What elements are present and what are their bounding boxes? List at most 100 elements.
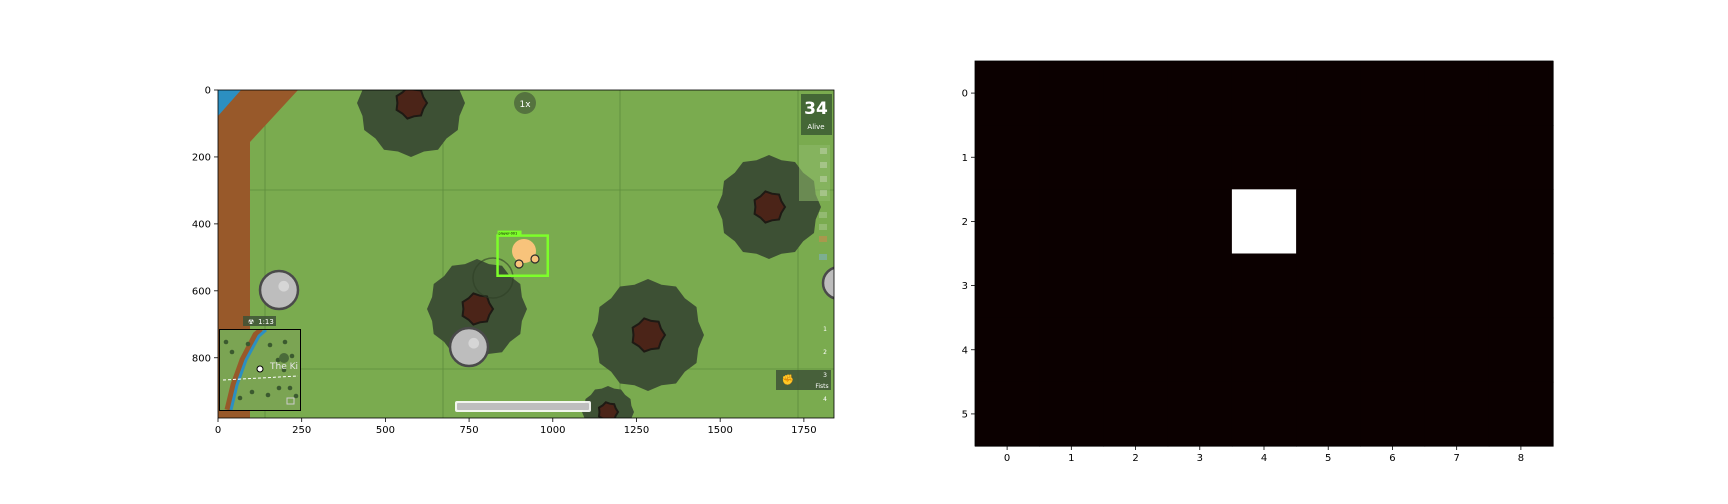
left-y-tick-label: 0	[205, 86, 211, 97]
right-x-tick-label: 8	[1518, 453, 1524, 464]
heatmap-cell	[1488, 61, 1554, 126]
rock-right-edge	[821, 266, 834, 300]
radiation-icon: ☢	[248, 318, 254, 326]
left-y-tick-label: 400	[192, 219, 211, 230]
game-screenshot-panel: 1x player-001 34 Alive 1 2 ✊	[192, 86, 835, 437]
heatmap-cell	[1424, 253, 1490, 319]
right-x-tick-label: 3	[1197, 453, 1203, 464]
gas-timer-text: 1:13	[258, 318, 274, 326]
heatmap-cell	[1103, 61, 1169, 126]
river-water	[218, 90, 241, 116]
heatmap-cell	[975, 381, 1040, 447]
heatmap-cell	[1103, 253, 1169, 319]
heatmap-cell	[975, 125, 1040, 190]
heatmap-cell	[1424, 61, 1490, 126]
left-x-tick-label: 750	[460, 425, 479, 436]
heatmap-cell	[1167, 125, 1233, 190]
heatmap-cells	[975, 61, 1554, 447]
heatmap-cell	[1103, 317, 1169, 383]
bush-top	[357, 90, 465, 157]
right-x-tick-label: 2	[1132, 453, 1138, 464]
heatmap-cell	[1231, 317, 1297, 383]
heatmap-cell	[1039, 381, 1105, 447]
alive-counter: 34 Alive	[801, 94, 832, 135]
heatmap-cell	[1103, 189, 1169, 255]
inventory-column	[799, 145, 830, 260]
minimap-bushes	[223, 339, 299, 401]
heatmap-cell	[1424, 125, 1490, 190]
heatmap-panel: 0 1 2 3 4 5 6 7 8 0 1 2 3 4 5	[962, 60, 1554, 464]
heatmap-cell	[1039, 125, 1105, 190]
rock-left	[258, 269, 300, 311]
heatmap-cell	[1296, 61, 1361, 126]
weapon-slots: 1 2 ✊ 3 Fists 4	[776, 326, 831, 403]
heatmap-cell	[1231, 125, 1297, 190]
player-character	[512, 239, 540, 269]
heatmap-cell	[1296, 189, 1361, 255]
weapon-slot-3: 3	[823, 372, 827, 379]
right-y-tick-label: 4	[962, 345, 968, 356]
heatmap-cell	[1296, 125, 1361, 190]
right-y-tick-label: 5	[962, 409, 968, 420]
right-y-tick-label: 2	[962, 217, 968, 228]
right-x-tick-label: 6	[1389, 453, 1395, 464]
weapon-slot-2: 2	[823, 349, 827, 356]
left-axis-ticks: 0 250 500 750 1000 1250 1500 1750 0 200 400 600 800	[192, 86, 817, 437]
heatmap-cell	[1231, 253, 1297, 319]
scene-objects	[258, 90, 834, 418]
heatmap-cell	[1424, 381, 1490, 447]
heatmap-cell	[1231, 61, 1297, 126]
heatmap-cell	[1360, 125, 1426, 190]
minimap-toggle-icon	[286, 397, 295, 405]
heatmap-cell	[1488, 125, 1554, 190]
left-axes-frame	[217, 89, 835, 419]
heatmap-cell	[975, 61, 1040, 126]
heatmap-cell	[975, 189, 1040, 255]
detection-box-label: player-001	[499, 232, 518, 236]
weapon-slot-1: 1	[823, 326, 827, 333]
heatmap-cell	[1231, 381, 1297, 447]
heatmap-cell	[1488, 381, 1554, 447]
heatmap-cell	[1360, 61, 1426, 126]
left-x-tick-label: 1250	[624, 425, 649, 436]
left-x-tick-label: 1500	[707, 425, 732, 436]
bush-bottom	[582, 386, 634, 418]
zoom-badge-text: 1x	[519, 100, 531, 110]
heatmap-cell	[1360, 381, 1426, 447]
bush-middle	[427, 259, 527, 359]
heatmap-cell	[1488, 253, 1554, 319]
heatmap-cell	[1296, 317, 1361, 383]
heatmap-cell	[1103, 125, 1169, 190]
alive-count: 34	[804, 99, 828, 119]
heatmap-cell	[1167, 189, 1233, 255]
heatmap-cell	[1039, 189, 1105, 255]
heatmap-cell	[975, 253, 1040, 319]
bush-lower-right	[592, 279, 704, 391]
left-x-tick-label: 250	[292, 425, 311, 436]
detection-box: player-001	[496, 230, 550, 278]
weapon-slot-4: 4	[823, 396, 827, 403]
right-y-tick-label: 1	[962, 153, 968, 164]
minimap: The Ki	[219, 329, 301, 411]
left-x-tick-label: 500	[376, 425, 395, 436]
heatmap-cell	[1039, 317, 1105, 383]
alive-label: Alive	[807, 123, 824, 131]
rock-middle	[448, 326, 490, 368]
heatmap-cell	[1360, 189, 1426, 255]
right-x-tick-label: 1	[1068, 453, 1074, 464]
left-x-tick-label: 1000	[540, 425, 565, 436]
heatmap-cell	[1039, 61, 1105, 126]
weapon-slot-3-label: Fists	[815, 383, 828, 390]
heatmap-cell	[1039, 253, 1105, 319]
right-x-tick-label: 5	[1325, 453, 1331, 464]
heatmap-cell	[1424, 317, 1490, 383]
left-x-tick-label: 1750	[791, 425, 816, 436]
heatmap-cell	[1488, 317, 1554, 383]
right-x-tick-label: 7	[1453, 453, 1459, 464]
detection-box-rect	[496, 234, 550, 278]
heatmap-cell	[975, 317, 1040, 383]
game-scene	[218, 90, 834, 418]
heatmap-cell	[1167, 381, 1233, 447]
right-y-tick-label: 3	[962, 281, 968, 292]
